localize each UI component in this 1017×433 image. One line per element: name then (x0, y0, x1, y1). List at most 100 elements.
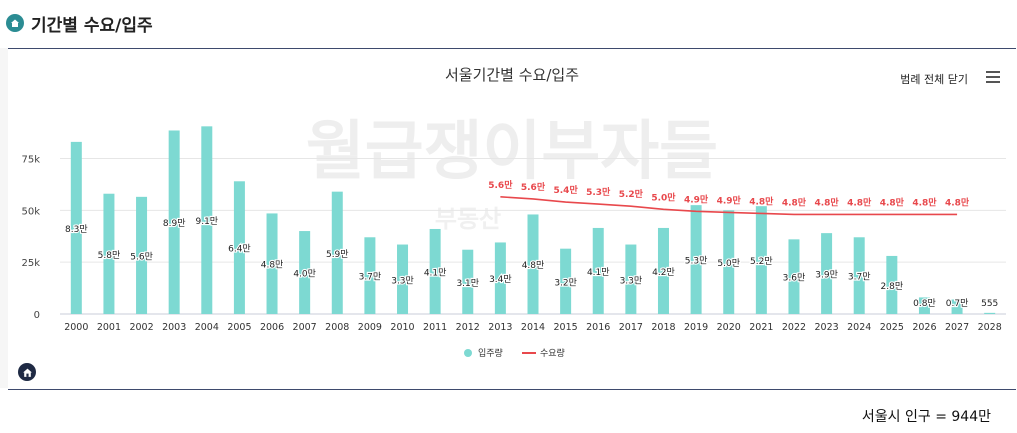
x-tick-label: 2020 (717, 322, 741, 333)
demand-value-label: 5.6만 (521, 181, 546, 193)
legend-marker-occupancy (464, 349, 472, 357)
bar (527, 214, 539, 314)
bar-value-label: 6.4만 (228, 244, 251, 255)
x-tick-label: 2012 (456, 322, 480, 333)
bar-value-label: 0.7만 (946, 298, 969, 309)
x-tick-label: 2027 (945, 322, 969, 333)
legend-toggle-button[interactable]: 범례 전체 닫기 (896, 69, 972, 89)
bar-value-label: 3.3만 (620, 275, 643, 286)
x-tick-label: 2015 (554, 322, 578, 333)
x-tick-label: 2026 (912, 322, 936, 333)
bar (168, 130, 180, 314)
demand-value-label: 4.9만 (717, 194, 742, 206)
bar-value-label: 3.2만 (554, 277, 577, 288)
x-tick-label: 2014 (521, 322, 545, 333)
x-tick-label: 2006 (260, 322, 284, 333)
bar (625, 244, 637, 314)
bar-value-label: 3.7만 (848, 272, 871, 283)
bar-value-label: 4.8만 (261, 260, 284, 271)
bar (201, 126, 213, 315)
watermark-subtext: 부동산 (435, 205, 501, 233)
bar (755, 206, 767, 314)
hamburger-menu-icon[interactable] (986, 71, 1000, 83)
bar-value-label: 3.9만 (815, 270, 838, 281)
bar-value-label: 5.8만 (98, 250, 121, 261)
bar (136, 196, 148, 314)
bar (233, 181, 245, 314)
bar-value-label: 4.1만 (424, 267, 447, 278)
bar-value-label: 3.4만 (489, 274, 512, 285)
bar (331, 191, 343, 314)
left-margin-strip (0, 48, 8, 388)
bar-value-label: 5.9만 (326, 249, 349, 260)
demand-value-label: 4.8만 (782, 196, 807, 208)
x-tick-label: 2001 (97, 322, 121, 333)
home-icon (6, 14, 24, 32)
bar (853, 237, 865, 314)
bar (690, 205, 702, 314)
x-tick-label: 2009 (358, 322, 382, 333)
bar (494, 242, 506, 314)
bar (984, 312, 996, 314)
x-tick-label: 2000 (64, 322, 88, 333)
bar (657, 227, 669, 314)
demand-value-label: 4.8만 (749, 195, 774, 207)
bar-value-label: 4.1만 (587, 267, 610, 278)
x-tick-label: 2024 (847, 322, 871, 333)
x-tick-label: 2005 (227, 322, 251, 333)
y-tick-label: 75k (21, 154, 40, 165)
demand-value-label: 5.6만 (488, 179, 513, 191)
x-tick-label: 2017 (619, 322, 643, 333)
x-tick-label: 2004 (195, 322, 219, 333)
bar (364, 237, 376, 314)
x-tick-label: 2003 (162, 322, 186, 333)
bar (592, 227, 604, 314)
brand-logo-icon (18, 363, 36, 381)
legend-label-demand: 수요량 (540, 347, 565, 359)
watermark-text: 월급쟁이부자들 (306, 115, 718, 189)
x-tick-label: 2025 (880, 322, 904, 333)
demand-value-label: 4.8만 (945, 196, 970, 208)
bar (266, 213, 278, 314)
demand-value-label: 4.8만 (847, 196, 872, 208)
bar-value-label: 3.6만 (783, 273, 806, 284)
y-tick-label: 0 (34, 310, 40, 321)
page-title: 기간별 수요/입주 (31, 15, 153, 36)
bar (951, 299, 963, 314)
bar (821, 233, 833, 314)
x-tick-label: 2028 (978, 322, 1002, 333)
demand-line (500, 196, 958, 216)
y-tick-label: 25k (21, 258, 40, 269)
bar (70, 141, 82, 314)
x-tick-label: 2018 (651, 322, 675, 333)
bar-value-label: 9.1만 (195, 216, 218, 227)
bar (397, 244, 409, 314)
demand-value-label: 5.3만 (586, 186, 611, 198)
bar-value-label: 4.2만 (652, 267, 675, 278)
bar (103, 193, 115, 314)
bar-value-label: 4.0만 (293, 269, 316, 280)
y-tick-label: 50k (21, 206, 40, 217)
x-tick-label: 2016 (586, 322, 610, 333)
demand-value-label: 4.8만 (880, 196, 905, 208)
page-header: 기간별 수요/입주 (6, 10, 153, 36)
x-tick-label: 2019 (684, 322, 708, 333)
demand-value-label: 4.8만 (814, 196, 839, 208)
chart-title: 서울기간별 수요/입주 (444, 66, 580, 84)
bar-value-label: 3.3만 (391, 275, 414, 286)
population-text: 서울시 인구 = 944만 (861, 409, 991, 425)
x-tick-label: 2021 (749, 322, 773, 333)
demand-value-label: 4.9만 (684, 193, 709, 205)
bar-value-label: 2.8만 (881, 281, 904, 292)
x-tick-label: 2002 (129, 322, 153, 333)
x-tick-label: 2007 (293, 322, 317, 333)
bar-value-label: 3.7만 (359, 272, 382, 283)
bar (723, 210, 735, 314)
bar-value-label: 5.2만 (750, 256, 773, 267)
x-tick-label: 2011 (423, 322, 447, 333)
bar (788, 239, 800, 314)
x-tick-label: 2022 (782, 322, 806, 333)
bar-value-label: 5.0만 (717, 258, 740, 269)
bar-value-label: 5.6만 (130, 251, 153, 262)
